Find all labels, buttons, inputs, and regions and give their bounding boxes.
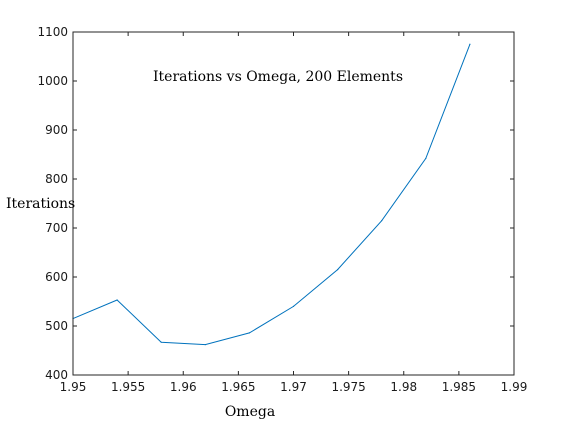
- y-tick-label: 1100: [37, 25, 68, 39]
- data-point: [337, 269, 339, 271]
- data-point: [204, 344, 206, 346]
- y-tick-label: 800: [45, 172, 68, 186]
- x-tick-label: 1.965: [221, 380, 255, 394]
- x-tick-label: 1.95: [60, 380, 87, 394]
- x-tick-label: 1.98: [390, 380, 417, 394]
- plot-frame: [72, 31, 515, 376]
- y-tick-label: 600: [45, 270, 68, 284]
- data-point: [160, 341, 162, 343]
- tick-labels: 1.95 1.955 1.96 1.965 1.97 1.975 1.98 1.985 1.99…: [37, 25, 527, 394]
- y-axis-label: Iterations: [6, 196, 75, 212]
- x-tick-label: 1.96: [170, 380, 197, 394]
- x-tick-label: 1.97: [280, 380, 307, 394]
- data-point: [381, 220, 383, 222]
- y-tick-label: 400: [45, 368, 68, 382]
- y-tick-label: 700: [45, 221, 68, 235]
- x-axis-label: Omega: [225, 404, 275, 420]
- chart-title: Iterations vs Omega, 200 Elements: [153, 69, 403, 85]
- y-tick-label: 500: [45, 319, 68, 333]
- data-point: [116, 299, 118, 301]
- data-point: [248, 332, 250, 334]
- data-point: [425, 157, 427, 160]
- y-tick-label: 900: [45, 123, 68, 137]
- y-tick-label: 1000: [37, 74, 68, 88]
- x-tick-label: 1.99: [501, 380, 528, 394]
- x-tick-label: 1.975: [331, 380, 365, 394]
- x-tick-label: 1.985: [442, 380, 476, 394]
- data-point: [469, 43, 471, 45]
- series-line: [72, 44, 471, 346]
- x-tick-label: 1.955: [111, 380, 145, 394]
- series-group: [72, 43, 471, 346]
- data-point: [292, 305, 295, 307]
